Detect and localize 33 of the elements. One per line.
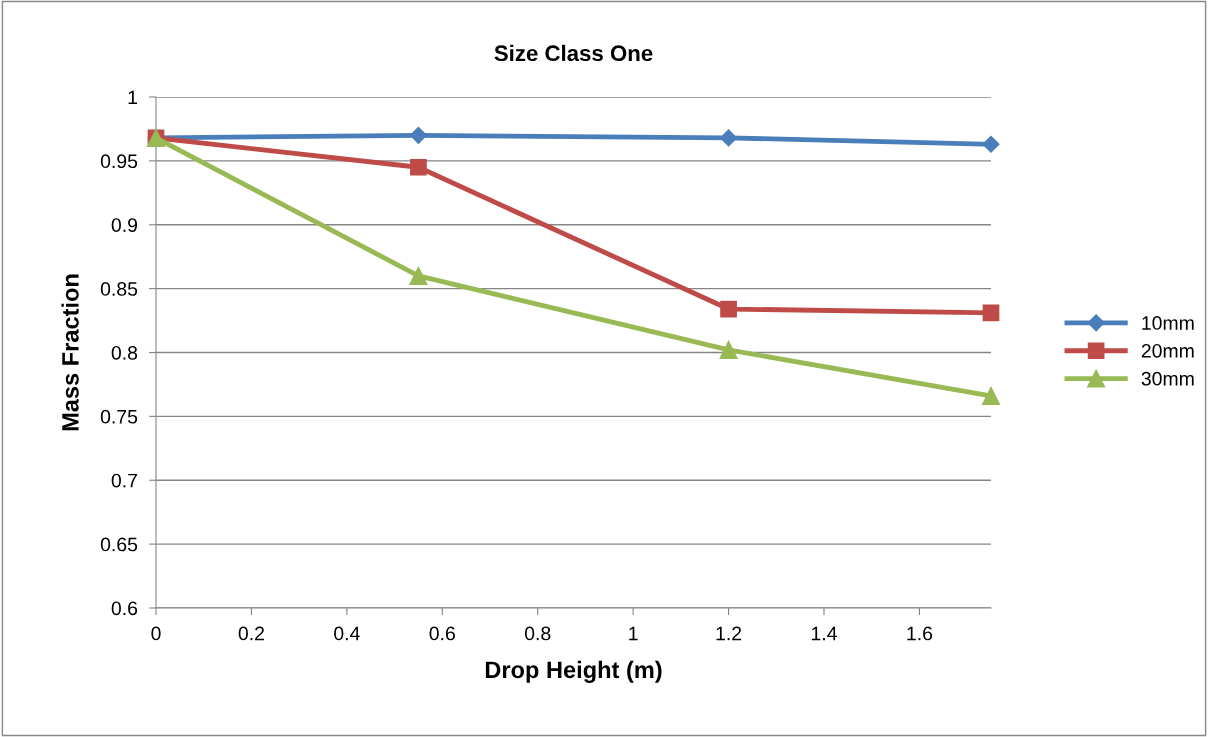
point [720, 129, 738, 147]
x-tick-label: 1.6 [907, 626, 933, 641]
point [982, 135, 1000, 153]
point [409, 126, 427, 144]
x-tick-label: 1.2 [716, 626, 742, 641]
x-tick-label: 0.4 [334, 626, 360, 641]
point [719, 340, 738, 359]
x-tick-label: 0.6 [429, 626, 455, 641]
y-axis-title: Mass Fraction [61, 274, 79, 431]
point [410, 158, 427, 176]
x-axis-title: Drop Height (m) [485, 660, 662, 683]
x-tick-label: 0.8 [524, 626, 551, 641]
point [720, 300, 737, 318]
x-tick-label: 0.2 [238, 626, 264, 641]
y-tick-label: 0.6 [111, 601, 138, 616]
point [409, 266, 428, 285]
legend-label: 30mm [1141, 371, 1194, 386]
y-tick-label: 0.75 [100, 409, 138, 424]
y-tick-label: 0.95 [100, 154, 138, 169]
y-tick-label: 0.65 [100, 537, 138, 552]
x-tick-label: 1 [629, 626, 638, 641]
legend-label: 20mm [1141, 343, 1194, 358]
y-tick-label: 0.7 [111, 473, 137, 488]
x-tick-label: 1.4 [811, 626, 837, 641]
y-tick-label: 0.8 [111, 345, 138, 360]
point [982, 304, 1000, 322]
y-tick-label: 0.85 [100, 282, 138, 296]
legend-label: 10mm [1142, 316, 1194, 330]
y-tick-label: 0.9 [111, 218, 138, 232]
x-tick-label: 0 [151, 626, 161, 641]
point [981, 386, 1001, 405]
chart-title: Size Class One [494, 44, 653, 62]
y-tick-label: 1 [128, 90, 137, 105]
